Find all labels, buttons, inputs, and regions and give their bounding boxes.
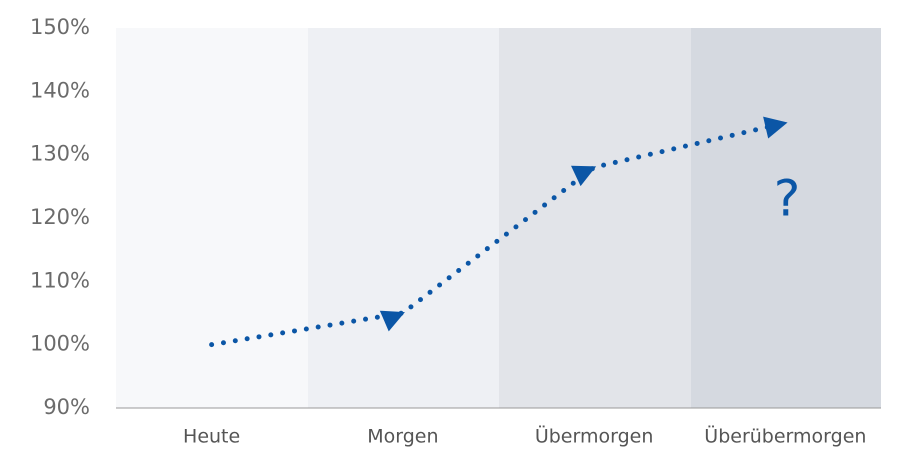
y-tick-label: 120% [30, 205, 90, 229]
y-tick-label: 140% [30, 78, 90, 102]
y-tick-label: 150% [30, 15, 90, 39]
x-tick-label: Heute [183, 426, 240, 448]
band [308, 28, 499, 408]
band [499, 28, 691, 408]
x-tick-label: Übermorgen [535, 425, 654, 448]
x-tick-label: Morgen [367, 426, 438, 448]
trend-line [209, 116, 788, 348]
y-tick-label: 90% [43, 395, 90, 419]
y-tick-label: 100% [30, 332, 90, 356]
x-tick-label: Überübermorgen [704, 425, 866, 448]
y-tick-label: 130% [30, 142, 90, 166]
background-bands [116, 28, 881, 408]
annotation: ? [774, 170, 801, 228]
y-tick-label: 110% [30, 268, 90, 292]
band [116, 28, 308, 408]
